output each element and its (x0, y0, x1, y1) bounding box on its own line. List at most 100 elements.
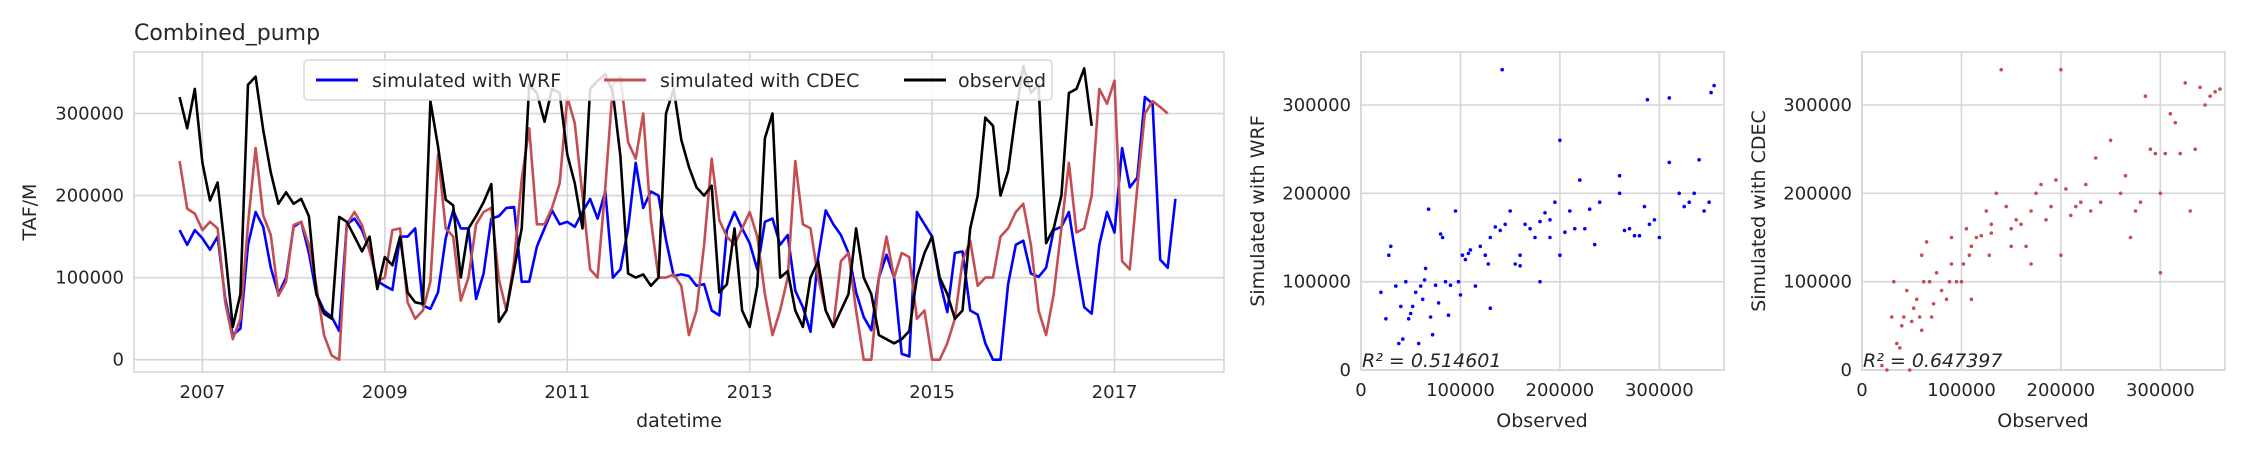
wrf-point (1682, 204, 1686, 209)
cdec-point (2034, 191, 2038, 196)
cdec-point (1967, 253, 1972, 257)
wrf-point (1406, 317, 1411, 321)
wrf-point (1418, 284, 1423, 288)
cdec-point (1921, 279, 1926, 284)
wrf-point (1587, 207, 1592, 211)
wrf-point (1446, 313, 1451, 318)
cdec-point (2009, 226, 2013, 231)
time-series-grid (134, 52, 1224, 372)
wrf-point (1568, 209, 1572, 213)
wrf-point (1379, 290, 1383, 295)
wrf-point (1428, 315, 1433, 319)
wrf-point (1426, 207, 1431, 211)
wrf-point (1430, 332, 1435, 337)
cdec-point (1939, 288, 1944, 293)
wrf-point (1397, 341, 1401, 346)
cdec-point (2178, 151, 2182, 156)
series-line-observed (178, 64, 1093, 345)
wrf-xtick-label: 0 (1355, 380, 1366, 401)
wrf-ytick-label: 300000 (1282, 95, 1351, 116)
cdec-scatter-ylabel: Simulated with CDEC (1748, 110, 1770, 312)
ts-ytick-label: 200000 (55, 186, 124, 207)
wrf-point (1394, 284, 1398, 288)
cdec-point (1917, 315, 1922, 319)
cdec-point (2004, 204, 2008, 209)
cdec-point (2148, 147, 2153, 151)
cdec-point (1900, 324, 1904, 328)
wrf-point (1518, 264, 1522, 268)
cdec-point (2069, 213, 2073, 218)
time-series-panel: 0 100000 200000 300000 2007 2009 2011 2013 2015 2… (19, 21, 1225, 432)
cdec-point (1880, 363, 1884, 368)
cdec-point (1961, 262, 1966, 266)
wrf-point (1573, 226, 1577, 231)
wrf-point (1422, 278, 1427, 282)
cdec-xtick-label: 100000 (1927, 380, 1996, 401)
wrf-point (1583, 226, 1587, 231)
cdec-point (2029, 262, 2033, 266)
cdec-scatter-ticks: 0 100000 200000 300000 0 100000 200000 300000 (1783, 95, 2194, 401)
time-series-ticks: 0 100000 200000 300000 2007 2009 2011 2013 2015 2… (55, 104, 1137, 403)
series-line-cdec (178, 75, 1169, 362)
cdec-point (1949, 262, 1954, 266)
wrf-ytick-label: 0 (1340, 360, 1351, 381)
wrf-point (1410, 304, 1415, 309)
ts-ytick-label: 0 (113, 350, 124, 371)
wrf-point (1538, 219, 1542, 224)
cdec-point (2198, 85, 2202, 90)
wrf-point (1456, 279, 1461, 284)
cdec-point (1892, 279, 1896, 284)
wrf-point (1488, 306, 1493, 311)
wrf-point (1538, 279, 1542, 284)
wrf-scatter-ticks: 0 100000 200000 300000 0 100000 200000 300000 (1282, 95, 1693, 401)
wrf-point (1399, 304, 1403, 309)
wrf-point (1401, 337, 1405, 341)
cdec-point (1914, 297, 1919, 302)
cdec-point (1947, 279, 1952, 284)
cdec-ytick-label: 0 (1841, 360, 1852, 381)
wrf-point (1420, 297, 1425, 302)
cdec-point (2029, 209, 2033, 213)
ts-xtick-label: 2007 (180, 382, 226, 403)
cdec-point (1974, 235, 1979, 240)
cdec-point (1927, 279, 1932, 284)
cdec-point (2074, 204, 2078, 209)
cdec-ytick-label: 300000 (1783, 95, 1852, 116)
cdec-point (1954, 279, 1959, 284)
cdec-point (2183, 81, 2187, 85)
wrf-scatter-frame (1360, 51, 1725, 371)
cdec-point (1931, 302, 1936, 306)
cdec-point (2193, 147, 2197, 151)
wrf-point (1707, 200, 1711, 204)
cdec-point (2108, 138, 2113, 143)
cdec-point (2059, 253, 2063, 257)
wrf-point (1478, 244, 1483, 249)
cdec-point (1885, 368, 1889, 372)
cdec-scatter-frame (1861, 51, 2226, 371)
wrf-point (1642, 204, 1647, 209)
time-series-xlabel: datetime (636, 410, 722, 432)
wrf-point (1453, 209, 1458, 213)
ts-ytick-label: 100000 (55, 268, 124, 289)
wrf-scatter-ylabel: Simulated with WRF (1247, 115, 1269, 306)
cdec-scatter-xlabel: Observed (1997, 410, 2088, 432)
cdec-scatter-points (1880, 67, 2222, 372)
cdec-point (2203, 103, 2207, 107)
cdec-point (2143, 94, 2148, 98)
cdec-point (2208, 94, 2212, 98)
cdec-point (2118, 191, 2123, 196)
cdec-point (2014, 218, 2018, 222)
wrf-xtick-label: 100000 (1426, 380, 1495, 401)
wrf-point (1697, 158, 1701, 162)
wrf-point (1518, 253, 1522, 257)
time-series-title: Combined_pump (134, 21, 320, 46)
cdec-point (2153, 151, 2158, 156)
cdec-xtick-label: 200000 (2027, 380, 2096, 401)
wrf-point (1438, 232, 1443, 236)
cdec-point (1911, 306, 1916, 311)
wrf-point (1433, 283, 1438, 288)
wrf-point (1473, 284, 1478, 288)
cdec-point (2064, 187, 2068, 191)
cdec-point (2188, 209, 2192, 213)
cdec-xtick-label: 0 (1856, 380, 1867, 401)
